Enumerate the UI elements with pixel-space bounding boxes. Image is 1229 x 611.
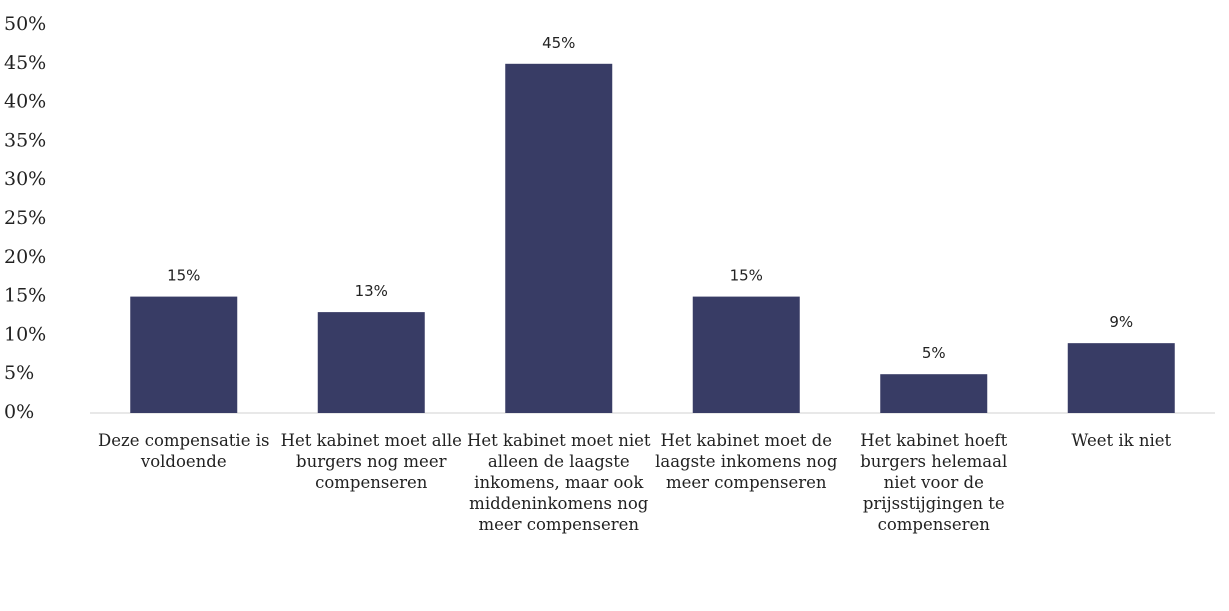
y-tick-label: 0% <box>4 401 34 423</box>
x-tick-label: Het kabinet moet niet alleen de laagste in… <box>467 431 651 534</box>
bar <box>317 312 425 413</box>
y-tick-label: 5% <box>4 362 34 384</box>
bar <box>130 296 238 413</box>
x-tick-label: Het kabinet moet alle burgers nog meer com… <box>281 431 462 492</box>
y-tick-label: 30% <box>4 168 46 190</box>
x-tick-label: Het kabinet moet de laagste inkomens nog m… <box>655 431 838 492</box>
y-tick-label: 50% <box>4 13 46 35</box>
value-label: 9% <box>1109 313 1133 331</box>
value-label: 15% <box>167 267 200 285</box>
value-label: 45% <box>542 34 575 52</box>
bar <box>505 63 613 414</box>
x-tick-label: Het kabinet hoeft burgers helemaal niet vo… <box>860 431 1007 534</box>
y-tick-label: 40% <box>4 91 46 113</box>
bar <box>1067 343 1175 413</box>
y-tick-label: 25% <box>4 207 46 229</box>
value-label: 5% <box>922 344 946 362</box>
y-tick-label: 20% <box>4 246 46 268</box>
x-tick-label: Deze compensatie is voldoende <box>98 431 269 471</box>
y-tick-label: 45% <box>4 52 46 74</box>
bar <box>880 374 988 413</box>
value-label: 15% <box>730 267 763 285</box>
bar <box>692 296 800 413</box>
value-label: 13% <box>355 282 388 300</box>
x-tick-label: Weet ik niet <box>1071 431 1171 450</box>
y-tick-label: 10% <box>4 323 46 345</box>
y-tick-label: 15% <box>4 285 46 307</box>
y-tick-label: 35% <box>4 129 46 151</box>
